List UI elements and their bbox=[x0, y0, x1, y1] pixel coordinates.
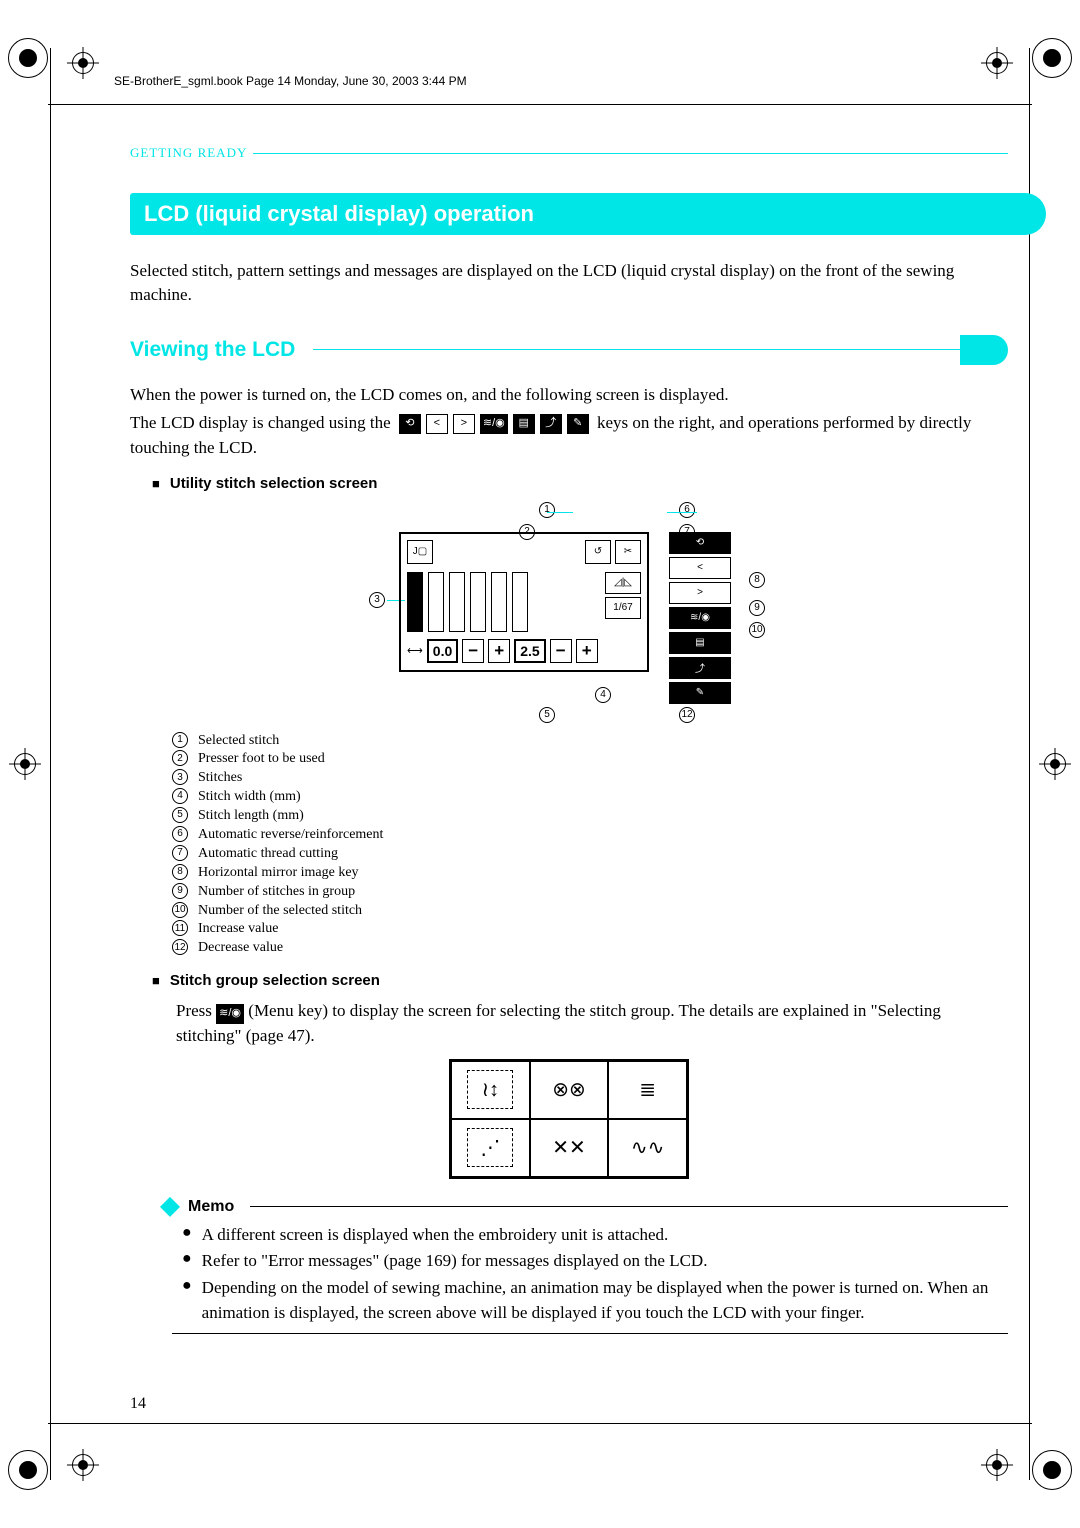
inline-key-icon: ✎ bbox=[567, 414, 589, 434]
header-text: SE-BrotherE_sgml.book Page 14 Monday, Ju… bbox=[114, 74, 467, 88]
section-label: GETTING READY bbox=[130, 145, 1008, 161]
legend-row: 3 Stitches bbox=[172, 769, 1008, 788]
stitch-width-value: 0.0 bbox=[427, 639, 458, 663]
right-key[interactable]: > bbox=[669, 582, 731, 604]
legend-number: 5 bbox=[172, 807, 188, 823]
memo-item: ● Refer to "Error messages" (page 169) fo… bbox=[182, 1249, 1008, 1274]
legend-row: 7 Automatic thread cutting bbox=[172, 845, 1008, 864]
callout-legend: 1 Selected stitch 2 Presser foot to be used… bbox=[172, 732, 1008, 959]
legend-label: Number of stitches in group bbox=[198, 883, 355, 902]
legend-label: Presser foot to be used bbox=[198, 750, 325, 769]
legend-number: 12 bbox=[172, 939, 188, 955]
legend-label: Decrease value bbox=[198, 939, 283, 958]
legend-row: 9 Number of stitches in group bbox=[172, 883, 1008, 902]
legend-number: 6 bbox=[172, 826, 188, 842]
left-key[interactable]: < bbox=[669, 557, 731, 579]
legend-number: 11 bbox=[172, 920, 188, 936]
memo-icon bbox=[160, 1197, 180, 1217]
title-bar: LCD (liquid crystal display) operation bbox=[130, 193, 1008, 235]
inline-key-icon: ⟲ bbox=[399, 414, 421, 434]
mirror-key: ◿|◺ bbox=[605, 572, 641, 594]
legend-number: 9 bbox=[172, 883, 188, 899]
stitch-group-heading: Stitch group selection screen bbox=[152, 972, 1008, 989]
bullet-icon: ● bbox=[182, 1223, 192, 1248]
decrease-button-2[interactable]: − bbox=[550, 639, 572, 663]
legend-number: 8 bbox=[172, 864, 188, 880]
subheading: Viewing the LCD bbox=[130, 338, 313, 362]
legend-row: 5 Stitch length (mm) bbox=[172, 807, 1008, 826]
menu-key[interactable]: ≋/◉ bbox=[669, 607, 731, 629]
legend-row: 6 Automatic reverse/reinforcement bbox=[172, 826, 1008, 845]
legend-row: 11 Increase value bbox=[172, 920, 1008, 939]
legend-label: Stitch length (mm) bbox=[198, 807, 304, 826]
bullet-icon: ● bbox=[182, 1249, 192, 1274]
viewing-para-1: When the power is turned on, the LCD com… bbox=[130, 383, 1008, 408]
title-text: LCD (liquid crystal display) operation bbox=[144, 201, 534, 226]
utility-stitch-heading: Utility stitch selection screen bbox=[152, 475, 1008, 492]
reverse-icon: ↺ bbox=[585, 540, 611, 564]
memo-text: Refer to "Error messages" (page 169) for… bbox=[202, 1249, 708, 1274]
legend-row: 2 Presser foot to be used bbox=[172, 750, 1008, 769]
legend-row: 8 Horizontal mirror image key bbox=[172, 864, 1008, 883]
legend-row: 4 Stitch width (mm) bbox=[172, 788, 1008, 807]
increase-button-2[interactable]: + bbox=[576, 639, 598, 663]
legend-label: Automatic reverse/reinforcement bbox=[198, 826, 383, 845]
legend-label: Stitches bbox=[198, 769, 242, 788]
viewing-para-2: The LCD display is changed using the ⟲<>… bbox=[130, 411, 1008, 460]
memo-title: Memo bbox=[188, 1198, 234, 1216]
legend-label: Selected stitch bbox=[198, 732, 279, 751]
group-count: 1/67 bbox=[605, 597, 641, 619]
memory-key[interactable]: ▤ bbox=[669, 632, 731, 654]
legend-number: 4 bbox=[172, 788, 188, 804]
legend-label: Horizontal mirror image key bbox=[198, 864, 359, 883]
legend-label: Number of the selected stitch bbox=[198, 902, 362, 921]
lcd-diagram: 1 2 3 4 5 6 7 8 9 10 11 12 J▢ ↺ ✂ bbox=[339, 502, 799, 722]
legend-label: Increase value bbox=[198, 920, 278, 939]
edit-key[interactable]: ✎ bbox=[669, 682, 731, 704]
inline-key-icon: > bbox=[453, 414, 475, 434]
memo-text: Depending on the model of sewing machine… bbox=[202, 1276, 1008, 1325]
stitch-length-value: 2.5 bbox=[514, 639, 545, 663]
section-label-text: GETTING READY bbox=[130, 145, 247, 161]
legend-row: 10 Number of the selected stitch bbox=[172, 902, 1008, 921]
retrieve-key[interactable]: ⤴ bbox=[669, 657, 731, 679]
memo-block: Memo ● A different screen is displayed wh… bbox=[130, 1197, 1008, 1335]
keypad: ⟲ < > ≋/◉ ▤ ⤴ ✎ bbox=[669, 532, 731, 704]
page-number: 14 bbox=[130, 1395, 146, 1413]
legend-number: 10 bbox=[172, 902, 188, 918]
inline-key-icon: < bbox=[426, 414, 448, 434]
increase-button[interactable]: + bbox=[488, 639, 510, 663]
legend-label: Stitch width (mm) bbox=[198, 788, 301, 807]
presser-foot-icon: J▢ bbox=[407, 540, 433, 564]
memo-text: A different screen is displayed when the… bbox=[202, 1223, 669, 1248]
back-key[interactable]: ⟲ bbox=[669, 532, 731, 554]
legend-number: 3 bbox=[172, 769, 188, 785]
stitch-group-para: Press ≋/◉ (Menu key) to display the scre… bbox=[176, 999, 1008, 1049]
legend-label: Automatic thread cutting bbox=[198, 845, 338, 864]
lcd-box: J▢ ↺ ✂ ◿|◺ 1/67 ⟷ 0.0 bbox=[399, 532, 649, 672]
menu-key-inline-icon: ≋/◉ bbox=[216, 1004, 244, 1024]
inline-key-icon: ▤ bbox=[513, 414, 535, 434]
legend-number: 7 bbox=[172, 845, 188, 861]
stitch-group-diagram: ≀↕ ⊗⊗ ≣ ⋰ ✕✕ ∿∿ bbox=[449, 1059, 689, 1179]
bullet-icon: ● bbox=[182, 1276, 192, 1325]
inline-key-icon: ⤴ bbox=[540, 414, 562, 434]
memo-item: ●Depending on the model of sewing machin… bbox=[182, 1276, 1008, 1325]
selected-stitch bbox=[407, 572, 423, 632]
legend-number: 1 bbox=[172, 732, 188, 748]
decrease-button[interactable]: − bbox=[462, 639, 484, 663]
legend-number: 2 bbox=[172, 750, 188, 766]
memo-item: ● A different screen is displayed when th… bbox=[182, 1223, 1008, 1248]
legend-row: 12 Decrease value bbox=[172, 939, 1008, 958]
inline-key-icon: ≋/◉ bbox=[480, 414, 508, 434]
thread-cut-icon: ✂ bbox=[615, 540, 641, 564]
legend-row: 1 Selected stitch bbox=[172, 732, 1008, 751]
intro-paragraph: Selected stitch, pattern settings and me… bbox=[130, 259, 1008, 307]
